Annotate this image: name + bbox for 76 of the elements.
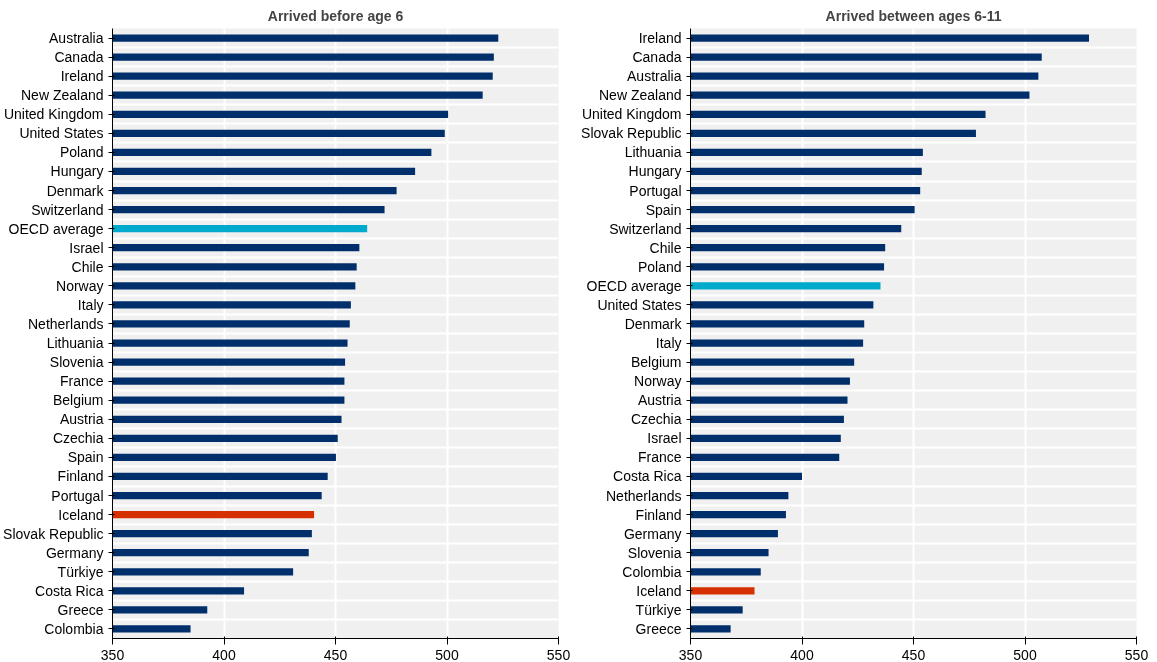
- y-tick-label: Australia: [49, 30, 104, 47]
- y-tick-label: Austria: [59, 411, 104, 428]
- y-tick-label: Türkiye: [635, 601, 682, 618]
- y-tick-label: Slovenia: [49, 354, 104, 371]
- y-tick-label: Italy: [77, 296, 104, 313]
- x-tick-label: 500: [435, 646, 459, 662]
- y-tick-label: Czechia: [630, 411, 682, 428]
- chart-title: Arrived between ages 6-11: [825, 7, 1002, 24]
- y-tick-label: United States: [597, 296, 682, 313]
- x-tick-label: 500: [1013, 646, 1037, 662]
- y-tick-label: Costa Rica: [35, 582, 104, 599]
- y-tick-label: Hungary: [628, 163, 682, 180]
- y-tick-label: Greece: [635, 620, 682, 637]
- y-tick-label: Germany: [45, 544, 104, 561]
- y-tick-label: Netherlands: [28, 315, 104, 332]
- x-tick-label: 400: [212, 646, 236, 662]
- y-tick-label: New Zealand: [599, 87, 682, 104]
- y-tick-label: Slovak Republic: [581, 125, 682, 142]
- y-tick-label: Austria: [637, 392, 682, 409]
- y-tick-label: Denmark: [46, 182, 105, 199]
- y-tick-label: Chile: [649, 239, 682, 256]
- y-tick-label: Costa Rica: [613, 468, 682, 485]
- y-tick-label: Switzerland: [609, 220, 682, 237]
- y-tick-label: OECD average: [8, 220, 104, 237]
- y-tick-label: Hungary: [50, 163, 104, 180]
- y-tick-label: Poland: [59, 144, 104, 161]
- y-tick-label: Iceland: [636, 582, 682, 599]
- y-tick-label: France: [637, 449, 682, 466]
- y-tick-label: Israel: [69, 239, 104, 256]
- y-tick-label: Portugal: [51, 487, 104, 504]
- y-tick-label: Italy: [655, 335, 682, 352]
- y-tick-label: Israel: [647, 430, 682, 447]
- x-tick-label: 350: [100, 646, 125, 662]
- y-tick-label: Belgium: [52, 392, 104, 409]
- y-tick-label: Colombia: [44, 620, 104, 637]
- y-tick-label: Switzerland: [31, 201, 104, 218]
- y-tick-label: Iceland: [58, 506, 104, 523]
- y-tick-label: Lithuania: [624, 144, 682, 161]
- x-tick-label: 450: [323, 646, 348, 662]
- y-tick-label: Norway: [634, 373, 682, 390]
- y-tick-label: Slovak Republic: [3, 525, 104, 542]
- y-tick-label: Ireland: [60, 68, 104, 85]
- x-tick-label: 450: [901, 646, 926, 662]
- x-tick-label: 400: [790, 646, 814, 662]
- y-tick-label: Germany: [623, 525, 682, 542]
- y-tick-label: New Zealand: [21, 87, 104, 104]
- y-tick-label: United States: [19, 125, 104, 142]
- y-tick-label: Canada: [632, 49, 682, 66]
- chart-title: Arrived before age 6: [267, 7, 404, 24]
- y-tick-label: Spain: [67, 449, 104, 466]
- x-tick-label: 350: [678, 646, 703, 662]
- y-tick-label: Australia: [627, 68, 682, 85]
- y-tick-label: Lithuania: [46, 335, 104, 352]
- y-tick-label: Denmark: [624, 315, 683, 332]
- y-tick-label: Belgium: [630, 354, 682, 371]
- y-tick-label: Finland: [57, 468, 104, 485]
- y-tick-label: Canada: [54, 49, 104, 66]
- y-tick-label: Slovenia: [627, 544, 682, 561]
- y-tick-label: Finland: [635, 506, 682, 523]
- y-tick-label: Netherlands: [606, 487, 682, 504]
- y-tick-label: Czechia: [52, 430, 104, 447]
- y-tick-label: Ireland: [638, 30, 682, 47]
- y-tick-label: Poland: [637, 258, 682, 275]
- y-tick-label: United Kingdom: [3, 106, 104, 123]
- y-tick-label: Portugal: [629, 182, 682, 199]
- y-tick-label: Norway: [56, 277, 104, 294]
- y-tick-label: OECD average: [586, 277, 682, 294]
- y-tick-label: United Kingdom: [581, 106, 682, 123]
- y-tick-label: Chile: [71, 258, 104, 275]
- x-tick-label: 550: [1124, 646, 1149, 662]
- y-tick-label: Colombia: [622, 563, 682, 580]
- y-tick-label: Spain: [645, 201, 682, 218]
- y-tick-label: Greece: [57, 601, 104, 618]
- x-tick-label: 550: [546, 646, 571, 662]
- y-tick-label: France: [59, 373, 104, 390]
- y-tick-label: Türkiye: [57, 563, 104, 580]
